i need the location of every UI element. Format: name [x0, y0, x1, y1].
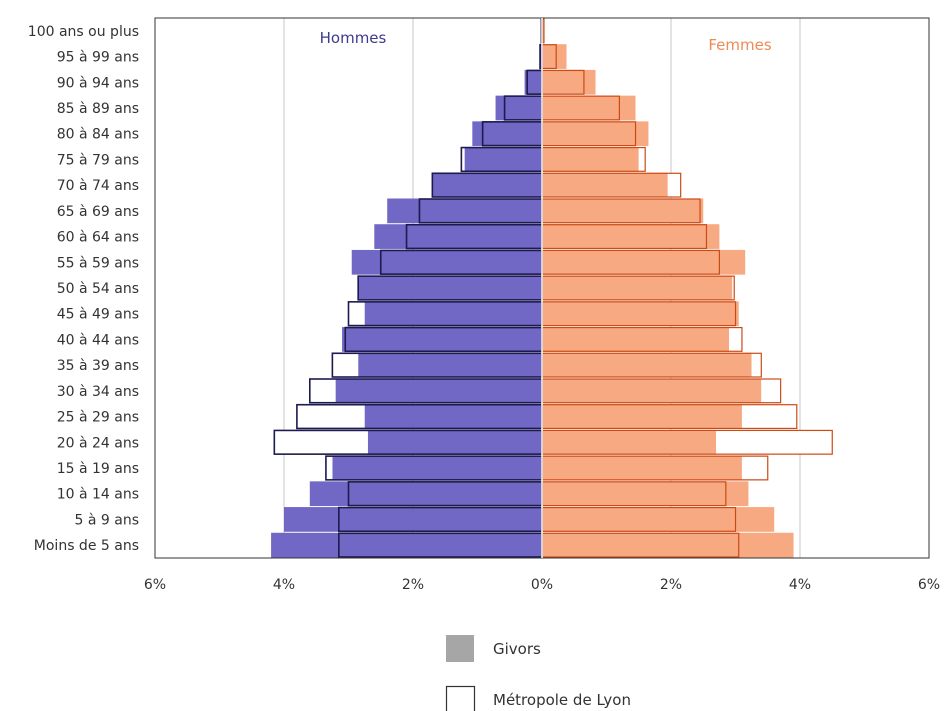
category-label: 10 à 14 ans — [57, 487, 139, 503]
category-label: 5 à 9 ans — [75, 512, 140, 528]
givors-femmes-bar — [542, 95, 636, 121]
category-label: Moins de 5 ans — [34, 538, 139, 554]
x-tick-label: 6% — [918, 577, 940, 593]
category-label: 55 à 59 ans — [57, 255, 139, 271]
x-tick-label: 4% — [789, 577, 811, 593]
legend-lyon-label: Métropole de Lyon — [493, 691, 631, 709]
legend-lyon-swatch — [445, 685, 476, 711]
lyon-hommes-excess — [274, 430, 368, 455]
category-label: 50 à 54 ans — [57, 281, 139, 297]
lyon-femmes-excess — [638, 147, 646, 172]
givors-femmes-bar — [542, 147, 639, 172]
givors-femmes-bar — [542, 172, 668, 198]
givors-femmes-bar — [542, 198, 704, 224]
category-label: 70 à 74 ans — [57, 178, 139, 194]
lyon-hommes-excess — [332, 353, 359, 377]
lyon-hommes-excess — [325, 456, 333, 480]
category-label: 40 à 44 ans — [57, 332, 139, 348]
category-label: 90 à 94 ans — [57, 75, 139, 91]
legend-givors-label: Givors — [493, 640, 541, 658]
legend: Givors Métropole de Lyon — [445, 635, 631, 711]
category-label: 20 à 24 ans — [57, 435, 139, 451]
givors-femmes-bar — [542, 352, 752, 378]
givors-femmes-bar — [542, 44, 567, 69]
givors-femmes-bar — [542, 275, 733, 301]
category-label: 75 à 79 ans — [57, 152, 139, 168]
givors-hommes-bar — [495, 95, 542, 121]
femmes-label: Femmes — [708, 36, 771, 54]
x-tick-label: 4% — [273, 577, 295, 593]
category-label: 100 ans ou plus — [28, 24, 139, 40]
lyon-femmes-excess — [667, 173, 681, 197]
givors-femmes-bar — [542, 404, 742, 429]
lyon-femmes-excess — [729, 327, 742, 352]
category-label: 80 à 84 ans — [57, 127, 139, 143]
givors-hommes-bar — [367, 429, 542, 455]
givors-hommes-bar — [464, 147, 542, 172]
lyon-hommes-excess — [296, 404, 365, 429]
givors-femmes-bar — [542, 18, 545, 44]
givors-femmes-bar — [542, 69, 596, 95]
givors-hommes-bar — [342, 327, 542, 352]
givors-hommes-bar — [364, 404, 542, 429]
givors-femmes-bar — [542, 455, 742, 481]
givors-hommes-bar — [524, 69, 542, 95]
category-label: 15 à 19 ans — [57, 461, 139, 477]
category-label: 60 à 64 ans — [57, 230, 139, 246]
lyon-femmes-excess — [761, 379, 781, 403]
category-label: 25 à 29 ans — [57, 410, 139, 426]
givors-hommes-bar — [472, 121, 542, 147]
category-label: 30 à 34 ans — [57, 384, 139, 400]
givors-femmes-bar — [542, 429, 717, 455]
hommes-label: Hommes — [320, 29, 387, 47]
lyon-femmes-excess — [732, 276, 735, 300]
lyon-femmes-excess — [751, 353, 762, 377]
givors-femmes-bar — [542, 532, 794, 558]
givors-hommes-bar — [309, 481, 542, 507]
givors-femmes-bar — [542, 507, 775, 532]
category-label: 95 à 99 ans — [57, 50, 139, 66]
lyon-femmes-excess — [741, 456, 768, 480]
lyon-hommes-excess — [309, 379, 336, 403]
category-label: 65 à 69 ans — [57, 204, 139, 220]
givors-femmes-bar — [542, 378, 762, 404]
givors-hommes-bar — [335, 378, 542, 404]
givors-hommes-bar — [374, 224, 542, 249]
givors-femmes-bar — [542, 301, 739, 327]
category-label: 45 à 49 ans — [57, 307, 139, 323]
category-label: 35 à 39 ans — [57, 358, 139, 374]
givors-femmes-bar — [542, 249, 746, 275]
givors-hommes-bar — [332, 455, 542, 481]
givors-bars — [271, 18, 794, 558]
x-tick-labels: 6% 4% 2% 0% 2% 4% 6% — [144, 577, 940, 593]
givors-femmes-bar — [542, 224, 720, 249]
x-tick-label: 6% — [144, 577, 166, 593]
x-tick-label: 2% — [402, 577, 424, 593]
givors-hommes-bar — [271, 532, 542, 558]
givors-hommes-bar — [358, 352, 542, 378]
category-label: 85 à 89 ans — [57, 101, 139, 117]
givors-hommes-bar — [358, 275, 542, 301]
lyon-hommes-excess — [461, 147, 465, 172]
lyon-femmes-excess — [741, 404, 797, 429]
metropole-lyon-outline-bars — [273, 18, 833, 558]
givors-femmes-bar — [542, 327, 730, 352]
givors-hommes-bar — [432, 172, 542, 198]
givors-hommes-bar — [351, 249, 542, 275]
category-labels: Moins de 5 ans 5 à 9 ans 10 à 14 ans 15 à 1… — [28, 24, 139, 554]
x-tick-label: 0% — [531, 577, 553, 593]
lyon-femmes-excess — [716, 430, 833, 455]
lyon-hommes-excess — [348, 301, 365, 326]
givors-hommes-bar — [387, 198, 542, 224]
x-tick-label: 2% — [660, 577, 682, 593]
givors-femmes-bar — [542, 481, 749, 507]
givors-hommes-bar — [284, 507, 542, 532]
givors-femmes-bar — [542, 121, 649, 147]
givors-hommes-bar — [364, 301, 542, 327]
legend-givors-swatch — [446, 635, 474, 662]
